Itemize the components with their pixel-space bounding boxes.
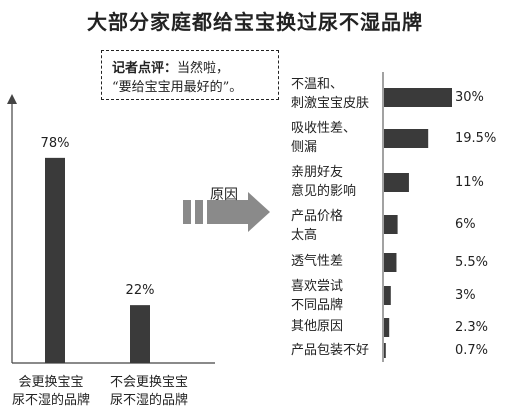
bar-reason-category-0: 不温和、 刺激宝宝皮肤 — [291, 77, 370, 111]
bar-reason-category-1: 吸收性差、 侧漏 — [291, 121, 357, 155]
reason-arrow — [183, 192, 270, 232]
bar-reason-category-5: 喜欢尝试 不同品牌 — [291, 279, 344, 313]
bar-reason-3 — [384, 215, 398, 234]
bar-reason-value-7: 0.7% — [455, 342, 489, 358]
bar-left-category-1: 不会更换宝宝 尿不湿的品牌 — [110, 375, 189, 408]
bar-reason-category-3: 产品价格 太高 — [291, 209, 344, 243]
chart-title: 大部分家庭都给宝宝换过尿不湿品牌 — [87, 10, 423, 34]
bar-reason-category-2: 亲朋好友 意见的影响 — [291, 165, 357, 199]
bar-left-value-1: 22% — [125, 283, 155, 299]
bar-reason-5 — [384, 286, 391, 305]
reporter-comment-text2: “要给宝宝用最好的”。 — [112, 80, 243, 95]
bar-reason-value-2: 11% — [455, 174, 484, 190]
bar-reason-category-7: 产品包装不好 — [291, 343, 370, 358]
bar-reason-value-6: 2.3% — [455, 319, 489, 335]
bar-reason-category-4: 透气性差 — [291, 254, 344, 269]
bar-reason-value-0: 30% — [455, 89, 484, 105]
bar-reason-0 — [384, 88, 452, 107]
bar-left-value-0: 78% — [40, 135, 70, 151]
bar-reason-1 — [384, 129, 429, 148]
reporter-comment-text1: 当然啦， — [177, 61, 230, 76]
bar-left-0 — [45, 157, 65, 363]
bar-reason-value-5: 3% — [455, 287, 476, 303]
bar-reason-7 — [384, 343, 386, 358]
bar-reason-2 — [384, 173, 409, 192]
bar-reason-value-1: 19.5% — [455, 130, 497, 146]
bar-reason-value-4: 5.5% — [455, 254, 489, 270]
reporter-comment-label: 记者点评： — [112, 61, 178, 76]
bar-left-category-0: 会更换宝宝 尿不湿的品牌 — [12, 375, 91, 408]
bar-reason-4 — [384, 253, 397, 272]
reason-arrow-label: 原因 — [210, 187, 238, 203]
reporter-comment-box: 记者点评：当然啦， “要给宝宝用最好的”。 — [101, 50, 279, 100]
bar-left-1 — [130, 305, 150, 363]
bar-reason-value-3: 6% — [455, 216, 476, 232]
bar-reason-category-6: 其他原因 — [291, 319, 344, 334]
bar-reason-6 — [384, 318, 390, 337]
y-axis-arrowhead — [7, 94, 17, 104]
